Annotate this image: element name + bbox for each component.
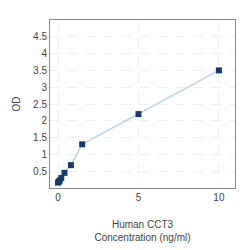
svg-text:3.5: 3.5 [33,65,47,76]
svg-text:1.5: 1.5 [33,132,47,143]
svg-text:4.5: 4.5 [33,31,47,42]
svg-text:5: 5 [136,192,142,203]
svg-text:0: 0 [55,192,61,203]
svg-text:2.5: 2.5 [33,99,47,110]
svg-text:10: 10 [213,192,225,203]
svg-text:1: 1 [41,149,47,160]
svg-text:0.5: 0.5 [33,166,47,177]
svg-text:4: 4 [41,48,47,59]
svg-text:Human CCT3Concentration (ng/ml: Human CCT3Concentration (ng/ml) [94,219,190,243]
svg-text:2: 2 [41,115,47,126]
svg-text:OD: OD [11,97,22,112]
svg-text:3: 3 [41,82,47,93]
